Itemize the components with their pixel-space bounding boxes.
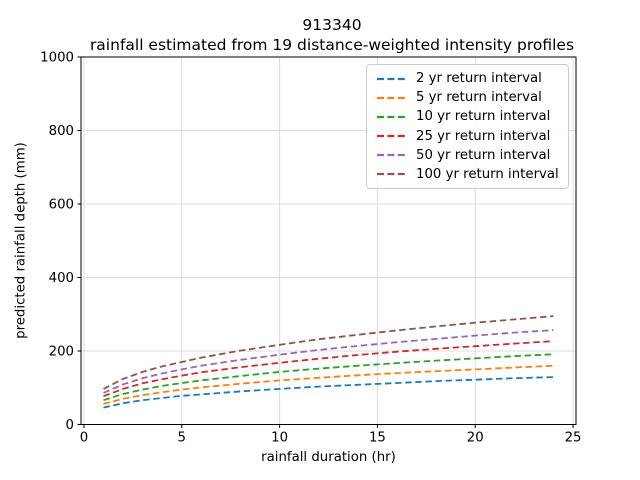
legend-item-5: 50 yr return interval: [377, 148, 560, 163]
x-tick-label: 5: [178, 431, 186, 446]
legend-label: 50 yr return interval: [416, 147, 551, 163]
legend: 2 yr return interval 5 yr return interval…: [366, 64, 569, 189]
legend-label: 5 yr return interval: [416, 90, 542, 106]
series-line-5: [103, 329, 554, 394]
legend-label: 10 yr return interval: [416, 109, 551, 125]
legend-dash-swatch: [377, 154, 407, 157]
x-axis-label: rainfall duration (hr): [261, 450, 396, 465]
legend-label: 2 yr return interval: [416, 71, 542, 86]
legend-item-4: 25 yr return interval: [377, 129, 560, 144]
series-line-1: [103, 376, 554, 409]
legend-label: 25 yr return interval: [416, 128, 551, 144]
legend-dash-swatch: [377, 115, 407, 118]
legend-dash-swatch: [377, 173, 407, 176]
x-tick-label: 0: [80, 431, 88, 446]
legend-dash-swatch: [377, 96, 407, 99]
y-tick-label: 600: [49, 198, 74, 213]
series-line-6: [103, 315, 554, 390]
y-tick-label: 800: [49, 124, 74, 139]
y-tick-label: 200: [49, 345, 74, 360]
chart-title: 913340 rainfall estimated from 19 distan…: [27, 16, 637, 55]
y-tick-label: 400: [49, 271, 74, 286]
x-tick-label: 20: [467, 431, 484, 446]
x-tick-label: 25: [565, 431, 582, 446]
legend-item-1: 2 yr return interval: [377, 71, 560, 86]
title-line-station-id: 913340: [302, 16, 362, 34]
series-line-2: [103, 364, 554, 405]
legend-item-6: 100 yr return interval: [377, 167, 560, 182]
axes-frame: [80, 56, 577, 425]
y-tick-label: 1000: [40, 51, 74, 66]
legend-dash-swatch: [377, 77, 407, 80]
x-tick-label: 15: [369, 431, 386, 446]
legend-item-3: 10 yr return interval: [377, 109, 560, 124]
legend-label: 100 yr return interval: [416, 166, 559, 182]
x-tick-label: 10: [271, 431, 288, 446]
legend-dash-swatch: [377, 134, 407, 138]
title-line-description: rainfall estimated from 19 distance-weig…: [89, 35, 575, 54]
y-tick-label: 0: [66, 418, 74, 433]
legend-item-2: 5 yr return interval: [377, 90, 560, 105]
